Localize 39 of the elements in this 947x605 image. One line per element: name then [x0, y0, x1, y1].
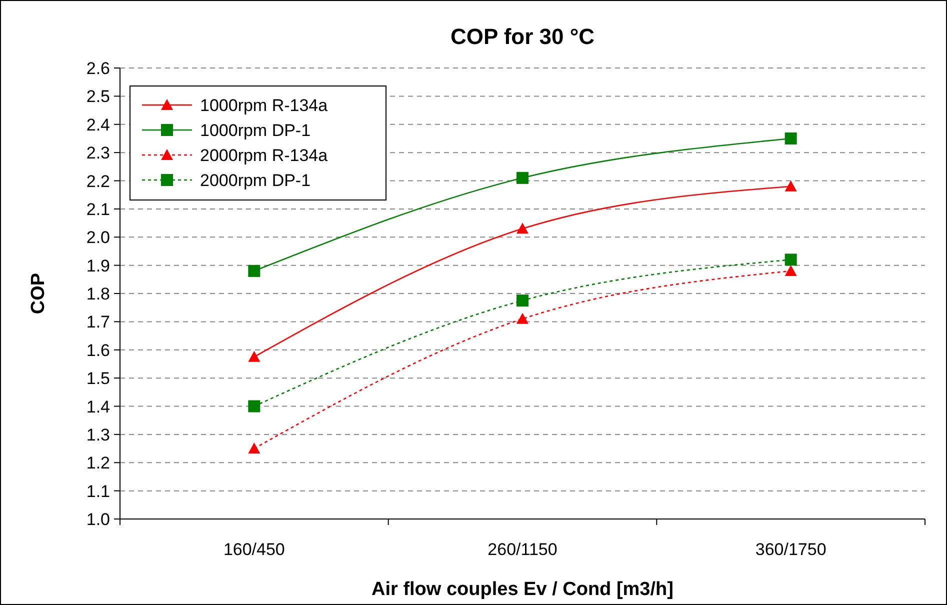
point — [248, 264, 260, 277]
point — [784, 254, 797, 266]
point — [516, 172, 528, 184]
x-tick-label: 160/450 — [223, 540, 285, 559]
point — [248, 442, 260, 454]
y-tick-label: 1.4 — [86, 397, 110, 416]
point — [248, 350, 260, 362]
y-tick-label: 2.0 — [86, 228, 110, 248]
y-tick-label: 1.7 — [86, 312, 110, 332]
x-axis-title: Air flow couples Ev / Cond [m3/h] — [372, 579, 674, 600]
y-tick-label: 1.6 — [86, 340, 110, 360]
y-tick-label: 1.5 — [86, 369, 110, 388]
y-tick-label: 2.5 — [86, 87, 110, 106]
y-tick-label: 2.4 — [86, 115, 110, 134]
x-tick-label: 360/1750 — [755, 540, 826, 559]
y-tick-label: 1.0 — [86, 510, 110, 529]
y-tick-label: 2.1 — [86, 200, 110, 219]
point — [784, 132, 797, 144]
legend-label: 2000rpm DP-1 — [200, 171, 311, 190]
point — [784, 264, 797, 276]
chart-title: COP for 30 °C — [450, 24, 595, 49]
point — [516, 222, 528, 234]
y-tick-label: 1.8 — [86, 284, 110, 304]
y-tick-label: 1.3 — [86, 425, 110, 444]
x-tick-label: 260/1150 — [488, 540, 558, 559]
point — [784, 180, 797, 192]
legend-label: 2000rpm R-134a — [200, 146, 328, 165]
y-tick-label: 2.6 — [86, 59, 110, 78]
legend-label: 1000rpm DP-1 — [200, 121, 311, 140]
y-tick-label: 1.2 — [86, 454, 110, 473]
legend-label: 1000rpm R-134a — [200, 96, 328, 115]
point — [516, 312, 528, 324]
point — [516, 294, 528, 307]
y-tick-label: 2.3 — [86, 144, 110, 163]
y-tick-label: 2.2 — [86, 172, 110, 191]
y-tick-label: 1.9 — [86, 256, 110, 276]
y-axis-title: COP — [28, 272, 49, 314]
point — [248, 400, 260, 412]
y-tick-label: 1.1 — [86, 482, 110, 501]
